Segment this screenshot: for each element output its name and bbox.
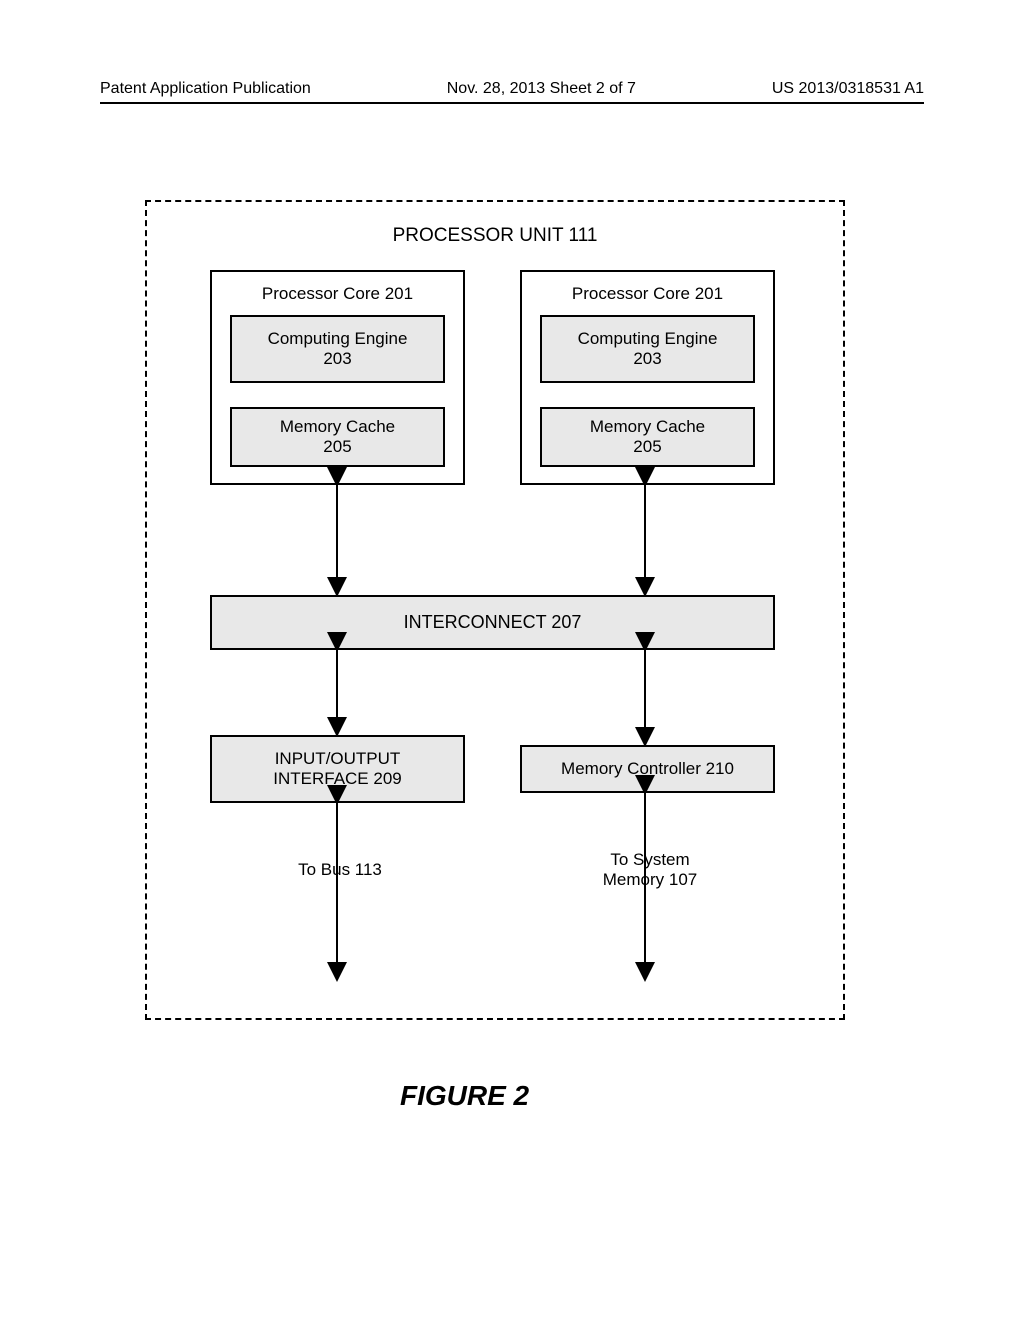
arrows-svg (145, 200, 845, 1020)
header-left: Patent Application Publication (100, 80, 311, 98)
diagram: PROCESSOR UNIT 111 Processor Core 201 Co… (145, 200, 845, 1020)
header-right: US 2013/0318531 A1 (772, 80, 924, 98)
figure-caption: FIGURE 2 (400, 1080, 529, 1112)
header-center: Nov. 28, 2013 Sheet 2 of 7 (447, 80, 636, 98)
patent-header: Patent Application Publication Nov. 28, … (100, 80, 924, 104)
